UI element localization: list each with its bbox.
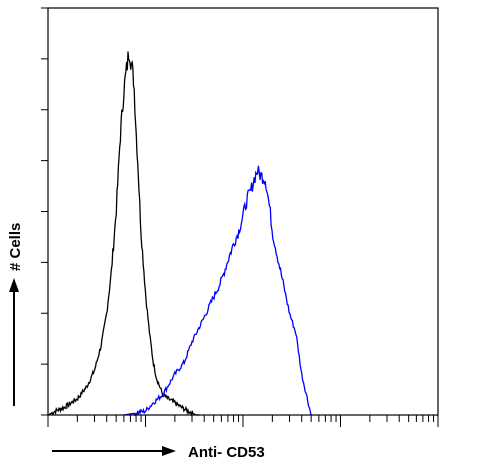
series-line-1 — [47, 51, 200, 418]
x-axis-label: Anti- CD53 — [188, 444, 265, 461]
series-line-2 — [123, 165, 312, 417]
x-axis-arrow-head — [162, 446, 176, 456]
x-axis-ticks — [47, 415, 439, 427]
series-group — [47, 51, 312, 418]
y-axis-arrow-head — [9, 278, 19, 292]
plot-frame — [47, 7, 439, 416]
y-axis-label: # Cells — [7, 223, 24, 271]
y-axis-ticks — [41, 7, 48, 416]
